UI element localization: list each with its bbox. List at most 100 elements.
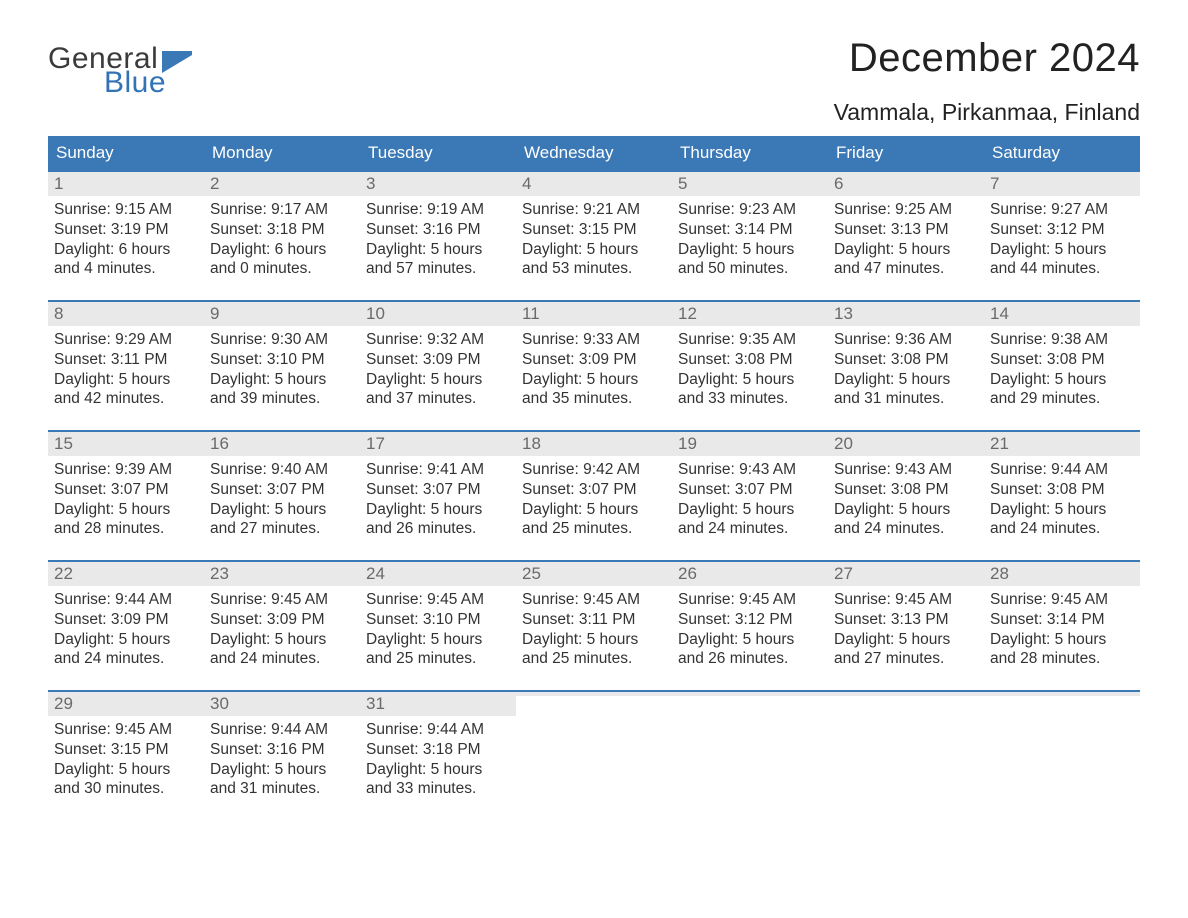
sunrise-text: Sunrise: 9:19 AM bbox=[366, 200, 510, 220]
sunrise-text: Sunrise: 9:43 AM bbox=[834, 460, 978, 480]
sunset-text: Sunset: 3:11 PM bbox=[54, 350, 198, 370]
day-number-row bbox=[828, 692, 984, 696]
dow-sunday: Sunday bbox=[48, 136, 204, 170]
day-number-row: 4 bbox=[516, 172, 672, 196]
sunrise-text: Sunrise: 9:43 AM bbox=[678, 460, 822, 480]
day-cell: 20Sunrise: 9:43 AMSunset: 3:08 PMDayligh… bbox=[828, 432, 984, 560]
sunset-text: Sunset: 3:09 PM bbox=[522, 350, 666, 370]
sunrise-text: Sunrise: 9:45 AM bbox=[54, 720, 198, 740]
d1-text: Daylight: 5 hours bbox=[522, 370, 666, 390]
day-number: 24 bbox=[366, 564, 385, 583]
day-number-row: 31 bbox=[360, 692, 516, 716]
day-body: Sunrise: 9:43 AMSunset: 3:07 PMDaylight:… bbox=[672, 456, 828, 539]
sunset-text: Sunset: 3:10 PM bbox=[210, 350, 354, 370]
sunset-text: Sunset: 3:16 PM bbox=[210, 740, 354, 760]
d1-text: Daylight: 5 hours bbox=[990, 370, 1134, 390]
sunset-text: Sunset: 3:07 PM bbox=[210, 480, 354, 500]
dow-saturday: Saturday bbox=[984, 136, 1140, 170]
day-cell: 2Sunrise: 9:17 AMSunset: 3:18 PMDaylight… bbox=[204, 172, 360, 300]
day-cell: 30 Sunrise: 9:44 AMSunset: 3:16 PMDayligh… bbox=[204, 692, 360, 820]
day-number: 18 bbox=[522, 434, 541, 453]
day-number: 4 bbox=[522, 174, 531, 193]
day-number-row: 24 bbox=[360, 562, 516, 586]
day-number-row: 6 bbox=[828, 172, 984, 196]
day-body: Sunrise: 9:45 AMSunset: 3:14 PMDaylight:… bbox=[984, 586, 1140, 669]
sunset-text: Sunset: 3:07 PM bbox=[366, 480, 510, 500]
day-body: Sunrise: 9:32 AMSunset: 3:09 PMDaylight:… bbox=[360, 326, 516, 409]
sunrise-text: Sunrise: 9:41 AM bbox=[366, 460, 510, 480]
sunrise-text: Sunrise: 9:30 AM bbox=[210, 330, 354, 350]
d2-text: and 44 minutes. bbox=[990, 259, 1134, 279]
day-number: 29 bbox=[54, 694, 73, 713]
day-number: 20 bbox=[834, 434, 853, 453]
d2-text: and 26 minutes. bbox=[366, 519, 510, 539]
sunset-text: Sunset: 3:09 PM bbox=[366, 350, 510, 370]
day-number-row bbox=[984, 692, 1140, 696]
sunrise-text: Sunrise: 9:38 AM bbox=[990, 330, 1134, 350]
day-cell: 29 Sunrise: 9:45 AMSunset: 3:15 PMDayligh… bbox=[48, 692, 204, 820]
day-cell: 31Sunrise: 9:44 AMSunset: 3:18 PMDayligh… bbox=[360, 692, 516, 820]
d2-text: and 27 minutes. bbox=[210, 519, 354, 539]
location-subtitle: Vammala, Pirkanmaa, Finland bbox=[834, 99, 1140, 126]
day-number-row: 8 bbox=[48, 302, 204, 326]
day-number-row: 10 bbox=[360, 302, 516, 326]
day-number: 9 bbox=[210, 304, 219, 323]
sunrise-text: Sunrise: 9:25 AM bbox=[834, 200, 978, 220]
dow-wednesday: Wednesday bbox=[516, 136, 672, 170]
sunrise-text: Sunrise: 9:45 AM bbox=[834, 590, 978, 610]
sunset-text: Sunset: 3:07 PM bbox=[678, 480, 822, 500]
day-body: Sunrise: 9:45 AMSunset: 3:12 PMDaylight:… bbox=[672, 586, 828, 669]
day-cell: 9Sunrise: 9:30 AMSunset: 3:10 PMDaylight… bbox=[204, 302, 360, 430]
day-number-row bbox=[516, 692, 672, 696]
day-number-row: 15 bbox=[48, 432, 204, 456]
sunrise-text: Sunrise: 9:23 AM bbox=[678, 200, 822, 220]
sunset-text: Sunset: 3:15 PM bbox=[54, 740, 198, 760]
day-number: 22 bbox=[54, 564, 73, 583]
day-number: 23 bbox=[210, 564, 229, 583]
d2-text: and 24 minutes. bbox=[990, 519, 1134, 539]
sunrise-text: Sunrise: 9:21 AM bbox=[522, 200, 666, 220]
d2-text: and 28 minutes. bbox=[990, 649, 1134, 669]
d1-text: Daylight: 5 hours bbox=[522, 240, 666, 260]
day-number: 19 bbox=[678, 434, 697, 453]
day-body: Sunrise: 9:41 AMSunset: 3:07 PMDaylight:… bbox=[360, 456, 516, 539]
d2-text: and 24 minutes. bbox=[54, 649, 198, 669]
d1-text: Daylight: 5 hours bbox=[990, 500, 1134, 520]
sunset-text: Sunset: 3:13 PM bbox=[834, 220, 978, 240]
sunrise-text: Sunrise: 9:32 AM bbox=[366, 330, 510, 350]
day-body: Sunrise: 9:17 AMSunset: 3:18 PMDaylight:… bbox=[204, 196, 360, 279]
sunrise-text: Sunrise: 9:44 AM bbox=[210, 720, 354, 740]
day-number-row: 26 bbox=[672, 562, 828, 586]
d1-text: Daylight: 5 hours bbox=[54, 500, 198, 520]
d1-text: Daylight: 5 hours bbox=[366, 760, 510, 780]
day-cell: 11Sunrise: 9:33 AMSunset: 3:09 PMDayligh… bbox=[516, 302, 672, 430]
day-number-row: 1 bbox=[48, 172, 204, 196]
day-body: Sunrise: 9:44 AMSunset: 3:18 PMDaylight:… bbox=[360, 716, 516, 799]
day-number-row: 30 bbox=[204, 692, 360, 716]
title-block: December 2024 Vammala, Pirkanmaa, Finlan… bbox=[834, 36, 1140, 126]
day-body: Sunrise: 9:45 AMSunset: 3:11 PMDaylight:… bbox=[516, 586, 672, 669]
sunset-text: Sunset: 3:11 PM bbox=[522, 610, 666, 630]
d2-text: and 24 minutes. bbox=[678, 519, 822, 539]
day-cell: 27Sunrise: 9:45 AMSunset: 3:13 PMDayligh… bbox=[828, 562, 984, 690]
sunset-text: Sunset: 3:16 PM bbox=[366, 220, 510, 240]
flag-icon bbox=[162, 51, 192, 73]
day-body: Sunrise: 9:39 AMSunset: 3:07 PMDaylight:… bbox=[48, 456, 204, 539]
day-number: 14 bbox=[990, 304, 1009, 323]
d2-text: and 39 minutes. bbox=[210, 389, 354, 409]
day-number: 30 bbox=[210, 694, 229, 713]
day-body: Sunrise: 9:44 AMSunset: 3:08 PMDaylight:… bbox=[984, 456, 1140, 539]
sunset-text: Sunset: 3:14 PM bbox=[678, 220, 822, 240]
day-number: 3 bbox=[366, 174, 375, 193]
d1-text: Daylight: 5 hours bbox=[210, 500, 354, 520]
d1-text: Daylight: 5 hours bbox=[210, 760, 354, 780]
d1-text: Daylight: 5 hours bbox=[834, 500, 978, 520]
day-number-row: 17 bbox=[360, 432, 516, 456]
day-body: Sunrise: 9:45 AMSunset: 3:15 PMDaylight:… bbox=[48, 716, 204, 799]
day-number-row: 22 bbox=[48, 562, 204, 586]
day-number-row bbox=[672, 692, 828, 696]
d2-text: and 57 minutes. bbox=[366, 259, 510, 279]
sunrise-text: Sunrise: 9:44 AM bbox=[990, 460, 1134, 480]
sunset-text: Sunset: 3:07 PM bbox=[522, 480, 666, 500]
day-number: 27 bbox=[834, 564, 853, 583]
